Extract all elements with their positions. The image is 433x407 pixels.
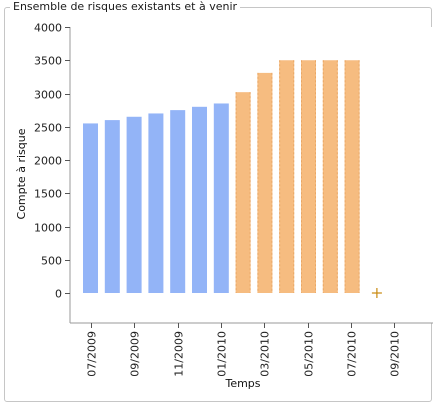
x-tick-label: 11/2009 (173, 331, 186, 377)
bar-existing (148, 113, 164, 293)
y-tick-label: 1000 (34, 222, 62, 235)
y-tick-label: 3000 (34, 89, 62, 102)
y-tick-label: 4000 (34, 22, 62, 35)
x-axis-title: Temps (224, 377, 260, 390)
bar-future (301, 60, 316, 293)
x-tick-label: 07/2010 (346, 331, 359, 377)
bar-future (257, 72, 273, 293)
bar-existing (213, 103, 229, 293)
x-tick-label: 03/2010 (259, 331, 272, 377)
plot-area (70, 27, 433, 323)
bar-existing (170, 110, 186, 293)
bar-future (344, 60, 360, 293)
x-tick-label: 01/2010 (216, 331, 229, 377)
y-tick-label: 1500 (34, 188, 62, 201)
x-tick-label: 07/2009 (86, 331, 99, 377)
y-axis-title: Compte à risque (15, 128, 28, 219)
group-title: Ensemble de risques existants et à venir (10, 0, 241, 14)
x-tick-label: 05/2010 (303, 331, 316, 377)
y-tick-label: 0 (55, 288, 62, 301)
x-tick-label: 04/2019 (432, 331, 433, 377)
bar-existing (192, 106, 207, 293)
bar-future (235, 92, 251, 293)
y-tick-label: 3500 (34, 55, 62, 68)
bar-existing (126, 116, 142, 294)
bar-existing (83, 123, 98, 293)
bar-future (322, 60, 338, 293)
bar-existing (104, 120, 120, 293)
x-tick-label: 09/2010 (389, 331, 402, 377)
bar-future (279, 60, 295, 293)
x-tick-label: 09/2009 (129, 331, 142, 377)
y-tick-label: 500 (41, 255, 62, 268)
y-tick-label: 2500 (34, 122, 62, 135)
y-tick-label: 2000 (34, 155, 62, 168)
